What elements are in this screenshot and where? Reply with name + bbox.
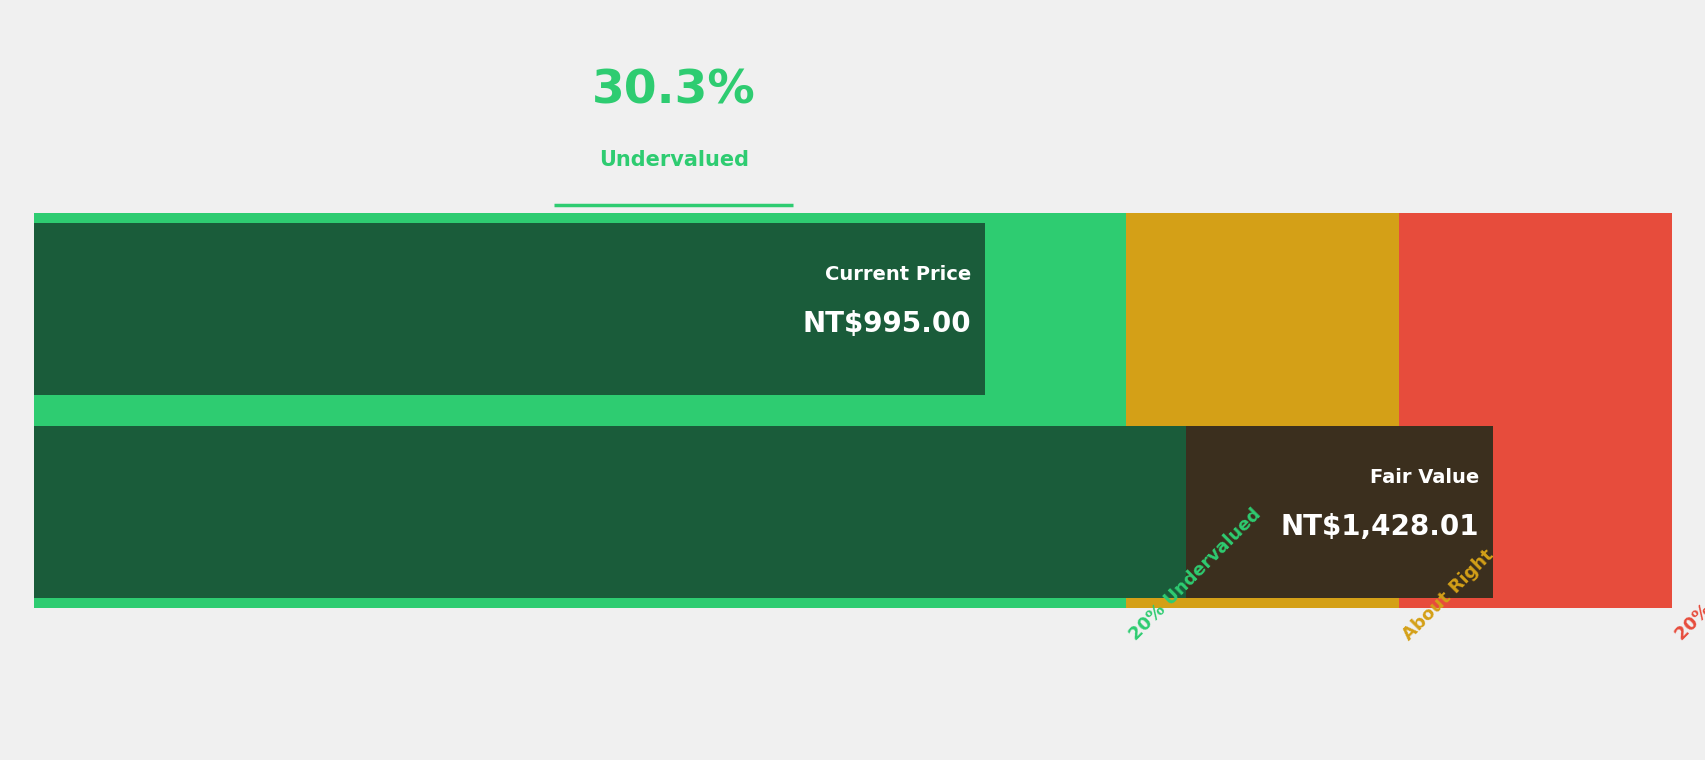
Bar xyxy=(34,223,984,395)
Text: Undervalued: Undervalued xyxy=(598,150,748,169)
Bar xyxy=(1125,213,1398,608)
Text: Current Price: Current Price xyxy=(825,265,970,284)
Bar xyxy=(1185,426,1492,598)
Bar xyxy=(1398,213,1671,608)
Text: 20% Overvalued: 20% Overvalued xyxy=(1671,514,1705,644)
Text: Fair Value: Fair Value xyxy=(1369,468,1478,487)
Text: NT$1,428.01: NT$1,428.01 xyxy=(1280,513,1478,541)
Bar xyxy=(677,223,984,395)
Text: 30.3%: 30.3% xyxy=(592,68,755,114)
Text: About Right: About Right xyxy=(1398,546,1495,644)
Text: NT$995.00: NT$995.00 xyxy=(803,310,970,338)
Text: 20% Undervalued: 20% Undervalued xyxy=(1125,505,1263,644)
Bar xyxy=(34,213,1125,608)
Bar xyxy=(34,426,1398,598)
